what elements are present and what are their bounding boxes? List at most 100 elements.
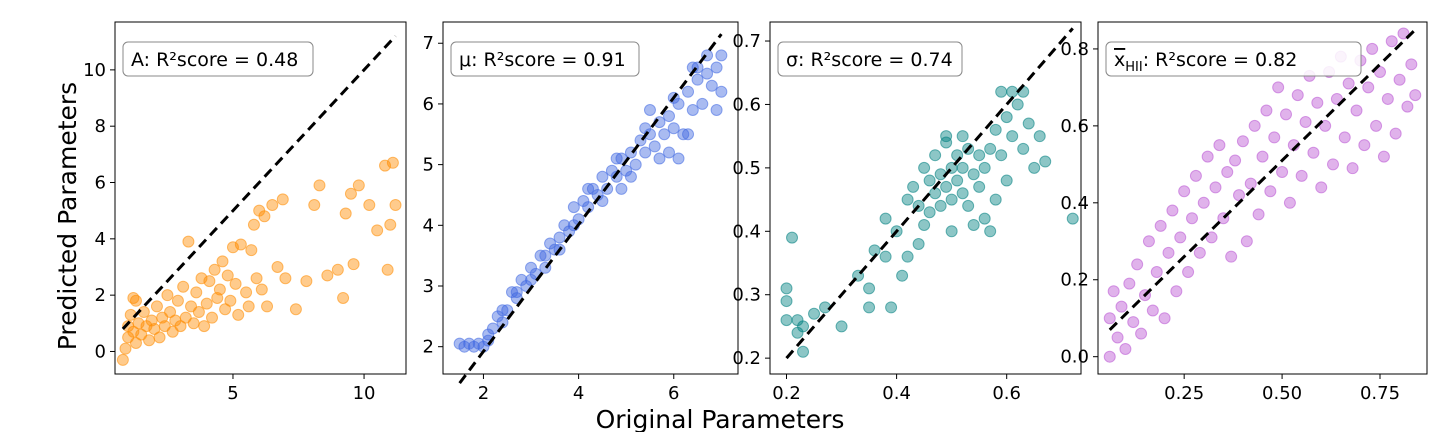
data-point bbox=[331, 263, 344, 276]
data-point bbox=[639, 146, 652, 159]
data-point bbox=[863, 301, 876, 314]
y-tick-label: 0.2 bbox=[1060, 270, 1089, 291]
data-point bbox=[863, 282, 876, 295]
data-point bbox=[1213, 139, 1226, 152]
data-point bbox=[1315, 181, 1328, 194]
y-tick-label: 0.4 bbox=[1060, 193, 1089, 214]
data-point bbox=[940, 136, 953, 149]
data-point bbox=[515, 273, 528, 286]
data-point bbox=[339, 207, 352, 220]
data-point bbox=[808, 307, 821, 320]
data-point bbox=[127, 291, 140, 304]
data-point bbox=[701, 67, 714, 80]
x-tick-label: 10 bbox=[353, 383, 376, 404]
y-tick-label: 4 bbox=[423, 215, 434, 236]
data-point bbox=[1362, 81, 1375, 94]
data-point bbox=[1201, 150, 1214, 163]
data-point bbox=[973, 180, 986, 193]
x-axis-title: Original Parameters bbox=[596, 405, 845, 432]
data-point bbox=[271, 260, 284, 273]
panel-2: 2 4 6 2 3 4 5 6 7 μ: R²score = 0.91 bbox=[423, 21, 739, 404]
data-point bbox=[901, 193, 914, 206]
data-point bbox=[907, 180, 920, 193]
data-point bbox=[539, 249, 552, 262]
data-point bbox=[1162, 246, 1175, 259]
data-point bbox=[1174, 231, 1187, 244]
y-tick-label: 4 bbox=[95, 229, 106, 250]
data-point bbox=[984, 142, 997, 155]
data-point bbox=[1000, 111, 1013, 124]
data-point bbox=[682, 128, 695, 141]
data-point bbox=[973, 149, 986, 162]
data-point bbox=[174, 320, 187, 333]
data-point bbox=[715, 49, 728, 62]
data-point bbox=[1209, 181, 1222, 194]
data-point bbox=[558, 219, 571, 232]
data-point bbox=[525, 261, 538, 274]
data-point bbox=[1066, 212, 1079, 225]
data-point bbox=[242, 300, 255, 313]
data-point bbox=[1028, 161, 1041, 174]
data-point bbox=[691, 73, 704, 86]
data-point bbox=[1146, 304, 1159, 317]
data-point bbox=[1295, 169, 1308, 182]
y-tick-label: 0.3 bbox=[732, 285, 761, 306]
data-point bbox=[1221, 166, 1234, 179]
data-point bbox=[624, 170, 637, 183]
data-point bbox=[945, 193, 958, 206]
data-point bbox=[1252, 208, 1265, 221]
y-tick-label: 5 bbox=[423, 155, 434, 176]
data-point bbox=[363, 199, 376, 212]
data-point bbox=[639, 122, 652, 135]
data-point bbox=[1182, 266, 1195, 279]
x-tick-label: 0.4 bbox=[882, 383, 911, 404]
data-point bbox=[978, 161, 991, 174]
data-point bbox=[1240, 235, 1253, 248]
data-point bbox=[1142, 235, 1155, 248]
data-point bbox=[289, 303, 302, 316]
data-point bbox=[213, 283, 226, 296]
points-4 bbox=[1103, 27, 1422, 363]
data-point bbox=[187, 317, 200, 330]
data-point bbox=[929, 149, 942, 162]
data-point bbox=[206, 311, 218, 324]
panels: 5 10 0 2 4 6 8 10 A: R²score = 0.48 2 4 6 2 3 4 5 6 7 μ: R… bbox=[83, 21, 1428, 404]
data-point bbox=[258, 210, 271, 223]
data-point bbox=[672, 97, 685, 110]
data-point bbox=[1033, 130, 1046, 143]
data-point bbox=[715, 85, 728, 98]
data-point bbox=[208, 263, 221, 276]
data-point bbox=[1346, 162, 1359, 175]
x-tick-label: 0.2 bbox=[772, 383, 801, 404]
data-point bbox=[482, 328, 495, 341]
data-point bbox=[1189, 169, 1202, 182]
data-point bbox=[1127, 316, 1140, 329]
data-point bbox=[667, 122, 680, 135]
data-point bbox=[266, 199, 279, 212]
data-point bbox=[940, 130, 953, 143]
data-point bbox=[119, 342, 132, 355]
annotation-text: xHII: R²score = 0.82 bbox=[1114, 49, 1297, 75]
annotation-box bbox=[777, 41, 963, 77]
data-point bbox=[677, 128, 690, 141]
data-point bbox=[1377, 150, 1390, 163]
data-point bbox=[501, 304, 514, 317]
data-point bbox=[344, 187, 357, 200]
y-tick-label: 3 bbox=[423, 276, 434, 297]
data-point bbox=[586, 182, 599, 195]
data-point bbox=[951, 174, 964, 187]
data-point bbox=[989, 123, 1002, 136]
data-point bbox=[567, 201, 580, 214]
data-point bbox=[786, 231, 799, 244]
data-point bbox=[1397, 27, 1410, 40]
data-point bbox=[918, 218, 931, 231]
data-point bbox=[1166, 204, 1179, 217]
data-point bbox=[1291, 89, 1304, 102]
data-point bbox=[1205, 231, 1218, 244]
data-point bbox=[868, 244, 881, 257]
y-tick-label: 0.6 bbox=[732, 94, 761, 115]
data-point bbox=[1186, 212, 1198, 225]
data-point bbox=[337, 291, 350, 304]
data-point bbox=[1022, 117, 1035, 130]
data-point bbox=[582, 182, 595, 195]
